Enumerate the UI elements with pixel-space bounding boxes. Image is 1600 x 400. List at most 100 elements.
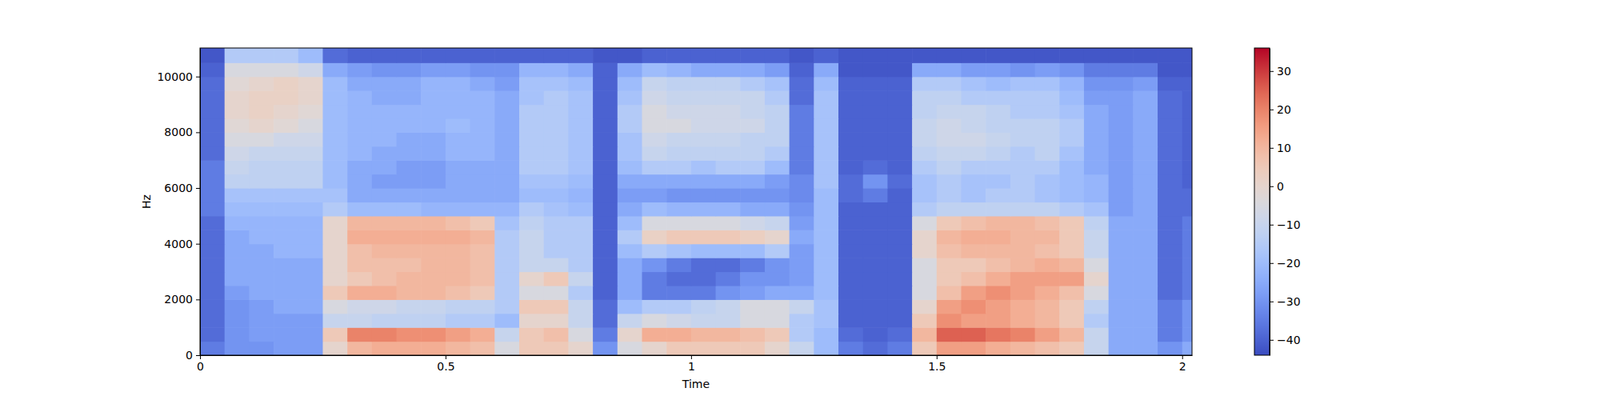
cell <box>789 90 815 105</box>
cell <box>887 104 912 120</box>
cell <box>936 174 962 189</box>
cell <box>666 257 692 272</box>
cell <box>544 285 569 300</box>
cell <box>322 174 348 189</box>
cell <box>224 216 250 231</box>
cell <box>691 118 716 133</box>
cell <box>960 76 986 92</box>
cell <box>936 76 962 92</box>
tick-label: 4000 <box>164 237 193 251</box>
cell <box>420 174 446 189</box>
cell <box>568 118 593 133</box>
cell <box>1157 104 1183 120</box>
cell <box>372 188 397 203</box>
cell <box>224 76 250 92</box>
cell <box>764 299 790 314</box>
cell <box>813 299 839 314</box>
cell <box>912 299 937 314</box>
cell <box>470 299 496 314</box>
cell <box>1157 341 1183 356</box>
cell <box>716 104 741 120</box>
cell <box>641 90 667 105</box>
cell <box>347 104 372 120</box>
cell <box>936 257 962 272</box>
cell <box>1010 174 1036 189</box>
cell <box>960 257 986 272</box>
cell <box>863 244 888 259</box>
cell <box>1084 216 1109 231</box>
cell <box>764 76 790 92</box>
cell <box>863 104 888 120</box>
cell <box>1182 272 1192 287</box>
cell <box>347 48 372 64</box>
cell <box>519 146 544 161</box>
cell <box>1010 62 1036 77</box>
cell <box>248 341 274 356</box>
cell <box>1010 299 1036 314</box>
cell <box>666 285 692 300</box>
cell <box>716 76 741 92</box>
cell <box>863 327 888 342</box>
cell <box>224 327 250 342</box>
cell <box>1010 118 1036 133</box>
cell <box>1132 201 1158 216</box>
cell <box>985 201 1011 216</box>
cell <box>200 257 225 272</box>
cell <box>519 90 544 105</box>
tick-label: −20 <box>1276 256 1301 270</box>
cell <box>912 201 937 216</box>
cell <box>1108 160 1134 175</box>
cell <box>960 313 986 328</box>
cell <box>617 132 643 147</box>
axis-line <box>200 48 201 356</box>
cell <box>347 216 372 231</box>
cell <box>1084 132 1109 147</box>
cell <box>420 62 446 77</box>
cell <box>740 244 765 259</box>
cell <box>863 62 888 77</box>
cell <box>740 132 765 147</box>
cell <box>1132 285 1158 300</box>
cell <box>544 272 569 287</box>
cell <box>248 285 274 300</box>
cell <box>1132 299 1158 314</box>
cell <box>1157 257 1183 272</box>
cell <box>1010 188 1036 203</box>
cell <box>985 272 1011 287</box>
cell <box>248 174 274 189</box>
cell <box>470 188 496 203</box>
cell <box>1108 90 1134 105</box>
cell <box>347 299 372 314</box>
tick: 0 <box>185 348 200 362</box>
cell <box>420 118 446 133</box>
cell <box>1010 132 1036 147</box>
tick: −20 <box>1269 256 1301 270</box>
cell <box>764 257 790 272</box>
cell <box>544 341 569 356</box>
cell <box>494 216 520 231</box>
cell <box>838 174 864 189</box>
cell <box>1182 62 1192 77</box>
cell <box>1108 104 1134 120</box>
cell <box>1035 174 1060 189</box>
cell <box>494 327 520 342</box>
cell <box>1132 174 1158 189</box>
cell <box>396 299 422 314</box>
cell <box>273 313 299 328</box>
cell <box>470 327 496 342</box>
cell <box>273 118 299 133</box>
cell <box>544 76 569 92</box>
cell <box>789 160 815 175</box>
cell <box>740 118 765 133</box>
cell <box>960 188 986 203</box>
cell <box>617 313 643 328</box>
cell <box>960 327 986 342</box>
cell <box>1059 188 1084 203</box>
cell <box>298 76 324 92</box>
cell <box>470 132 496 147</box>
cell <box>813 257 839 272</box>
cell <box>666 174 692 189</box>
tick-mark <box>691 355 692 360</box>
cell <box>813 244 839 259</box>
axis-line <box>200 355 1193 356</box>
